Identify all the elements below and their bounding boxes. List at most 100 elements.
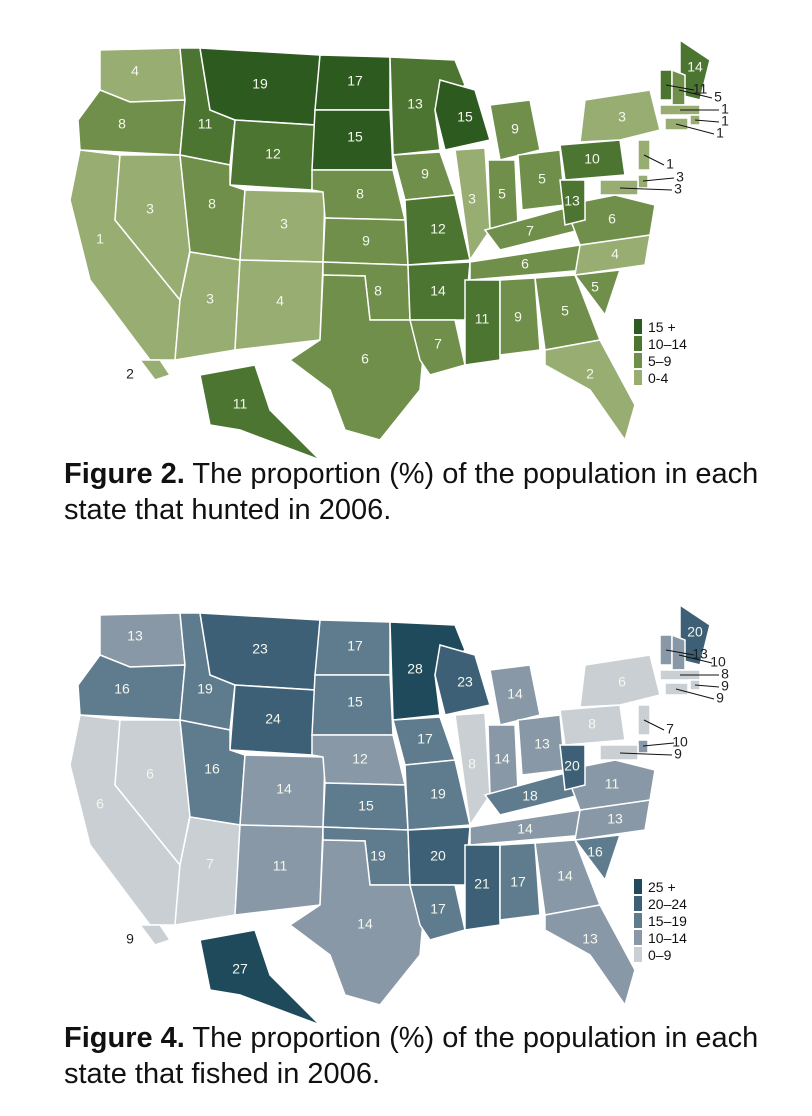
state-tx bbox=[288, 839, 426, 1006]
legend-label: 15 + bbox=[648, 318, 676, 335]
legend-item: 15–19 bbox=[634, 912, 687, 929]
state-value-nv: 3 bbox=[146, 201, 154, 217]
state-value-ms: 11 bbox=[475, 311, 490, 327]
state-value-de: 3 bbox=[676, 169, 684, 185]
state-value-il: 3 bbox=[468, 191, 476, 207]
state-value-al: 17 bbox=[510, 874, 526, 890]
state-value-ct: 9 bbox=[716, 690, 724, 706]
legend-swatch bbox=[634, 319, 642, 334]
state-value-ks: 15 bbox=[358, 798, 374, 814]
legend-swatch bbox=[634, 913, 642, 928]
state-value-ms: 21 bbox=[474, 876, 490, 892]
state-value-me: 14 bbox=[687, 59, 703, 75]
callout-line-vt bbox=[665, 649, 695, 656]
state-value-ok: 19 bbox=[370, 848, 386, 864]
legend-label: 5–9 bbox=[648, 352, 672, 369]
legend-item: 0-4 bbox=[634, 369, 687, 386]
callout-line-md bbox=[619, 187, 673, 191]
state-value-sc: 16 bbox=[587, 844, 603, 860]
state-value-nh: 5 bbox=[714, 89, 722, 105]
state-value-la: 17 bbox=[430, 901, 446, 917]
state-value-nm: 11 bbox=[273, 858, 288, 874]
fishing-caption: Figure 4. The proportion (%) of the popu… bbox=[64, 1020, 764, 1092]
state-value-md: 9 bbox=[674, 746, 682, 762]
legend-swatch bbox=[634, 930, 642, 945]
legend-label: 0–9 bbox=[648, 946, 672, 963]
state-ms bbox=[464, 279, 501, 366]
state-value-hi: 2 bbox=[126, 366, 134, 382]
state-value-ga: 14 bbox=[557, 868, 573, 884]
legend-swatch bbox=[634, 947, 642, 962]
hunting-caption: Figure 2. The proportion (%) of the popu… bbox=[64, 456, 764, 528]
state-value-wa: 4 bbox=[131, 63, 139, 79]
state-fl bbox=[544, 339, 636, 442]
caption-label: Figure 2. bbox=[64, 458, 185, 490]
state-al bbox=[499, 842, 541, 921]
state-value-fl: 2 bbox=[586, 366, 594, 382]
state-value-ut: 16 bbox=[204, 761, 220, 777]
state-value-nd: 17 bbox=[347, 638, 363, 654]
callout-line-vt bbox=[665, 84, 695, 91]
state-value-me: 20 bbox=[687, 624, 703, 640]
callout-line-nj bbox=[643, 154, 665, 166]
legend-label: 10–14 bbox=[648, 929, 687, 946]
state-az bbox=[174, 816, 241, 926]
callout-line-md bbox=[619, 752, 673, 756]
state-value-ar: 14 bbox=[430, 283, 446, 299]
state-value-ia: 17 bbox=[417, 731, 433, 747]
state-value-sc: 5 bbox=[591, 279, 599, 295]
state-value-wv: 20 bbox=[564, 758, 580, 774]
state-wi bbox=[434, 79, 491, 151]
state-value-va: 11 bbox=[605, 776, 620, 792]
callout-line-ri bbox=[694, 119, 720, 123]
legend-swatch bbox=[634, 879, 642, 894]
state-ny bbox=[579, 654, 661, 708]
state-value-or: 16 bbox=[114, 681, 130, 697]
legend-item: 10–14 bbox=[634, 929, 687, 946]
state-value-ma: 1 bbox=[721, 101, 729, 117]
callout-line-nh bbox=[678, 89, 713, 99]
fishing-legend: 25 +20–24 15–19 10–14 0–9 bbox=[634, 878, 687, 963]
state-value-mo: 19 bbox=[430, 786, 446, 802]
legend-label: 20–24 bbox=[648, 895, 687, 912]
state-value-ny: 6 bbox=[618, 674, 626, 690]
state-hi bbox=[138, 359, 172, 381]
state-value-in: 5 bbox=[498, 186, 506, 202]
state-value-al: 9 bbox=[514, 309, 522, 325]
state-wa bbox=[99, 47, 186, 103]
state-value-wy: 24 bbox=[265, 711, 281, 727]
state-de bbox=[637, 174, 649, 189]
state-value-hi: 9 bbox=[126, 931, 134, 947]
hunting-map: 4813111912833417158986139121471539557611… bbox=[69, 38, 729, 461]
caption-text: The proportion (%) of the population in … bbox=[64, 1022, 759, 1090]
legend-swatch bbox=[634, 353, 642, 368]
callout-line-nh bbox=[678, 654, 713, 664]
state-value-wa: 13 bbox=[127, 628, 143, 644]
state-value-ga: 5 bbox=[561, 303, 569, 319]
state-md bbox=[599, 179, 639, 196]
state-value-md: 3 bbox=[674, 181, 682, 197]
state-value-in: 14 bbox=[494, 751, 510, 767]
state-value-la: 7 bbox=[434, 336, 442, 352]
state-value-tx: 14 bbox=[357, 916, 373, 932]
legend-item: 15 + bbox=[634, 318, 687, 335]
state-mi bbox=[489, 664, 541, 726]
state-value-wi: 15 bbox=[457, 109, 473, 125]
legend-label: 15–19 bbox=[648, 912, 687, 929]
state-value-ca: 6 bbox=[96, 796, 104, 812]
state-value-id: 11 bbox=[198, 116, 213, 132]
state-value-ar: 20 bbox=[430, 848, 446, 864]
state-value-sd: 15 bbox=[347, 694, 363, 710]
fishing-map: 13 16 6 6 19 23 24 16 7 14 11 17 15 12 15 19 14 28 17 19 20 1… bbox=[69, 603, 729, 1026]
legend-label: 10–14 bbox=[648, 335, 687, 352]
state-ak bbox=[199, 364, 321, 461]
state-value-il: 8 bbox=[468, 756, 476, 772]
state-value-wi: 23 bbox=[457, 674, 473, 690]
state-va bbox=[563, 194, 656, 246]
state-wi bbox=[434, 644, 491, 716]
state-value-pa: 8 bbox=[588, 716, 596, 732]
state-value-va: 6 bbox=[608, 211, 616, 227]
state-ny bbox=[579, 89, 661, 143]
state-fl bbox=[544, 904, 636, 1007]
state-value-ut: 8 bbox=[208, 196, 216, 212]
